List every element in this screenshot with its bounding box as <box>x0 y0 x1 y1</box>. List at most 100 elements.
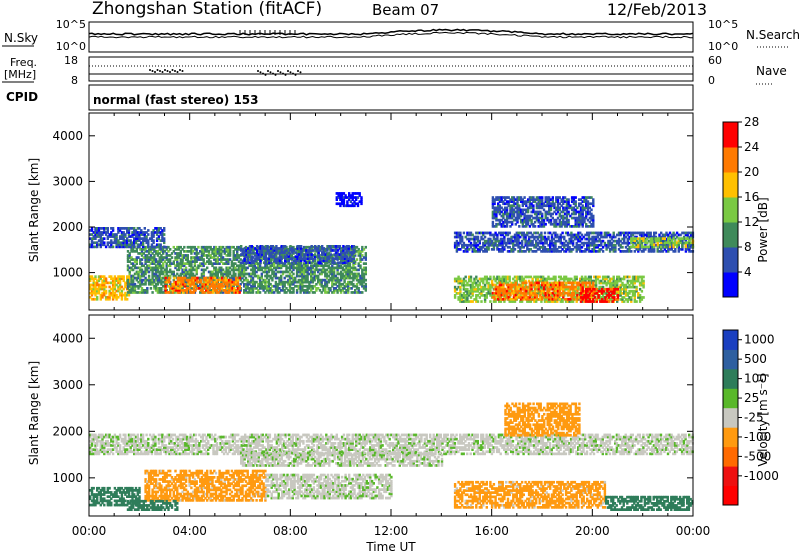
power-cell <box>579 298 583 301</box>
power-cell <box>551 283 554 287</box>
power-cell <box>295 262 299 265</box>
power-cell <box>178 280 181 284</box>
power-cell <box>167 260 170 263</box>
power-cell <box>515 235 518 239</box>
power-cell <box>117 289 120 293</box>
power-cell <box>526 287 529 291</box>
power-cell <box>265 264 269 268</box>
power-cell <box>117 231 120 234</box>
power-cell <box>258 276 262 280</box>
power-cell <box>556 300 559 303</box>
power-cell <box>134 229 138 232</box>
power-cell <box>304 245 308 249</box>
power-cell <box>181 268 184 272</box>
power-cell <box>185 278 188 282</box>
power-cell <box>153 284 156 288</box>
power-cell <box>168 276 171 280</box>
power-cell <box>213 268 216 272</box>
power-cell <box>221 272 225 276</box>
power-cell <box>154 264 158 268</box>
power-cell <box>494 241 497 245</box>
power-cell <box>301 287 304 290</box>
power-cell <box>89 233 92 236</box>
power-cell <box>158 252 161 255</box>
power-cell <box>510 237 513 241</box>
nsky-noise-line <box>88 28 694 36</box>
power-cell <box>206 280 210 284</box>
power-cell <box>106 229 109 232</box>
power-cell <box>516 291 519 295</box>
nsky-tick-top: 10^5 <box>56 18 86 31</box>
power-cell <box>147 258 151 261</box>
power-cell <box>148 237 152 240</box>
power-cell <box>267 291 271 294</box>
power-cell <box>126 282 130 286</box>
power-cell <box>334 280 337 284</box>
power-cell <box>128 284 131 288</box>
cpid-panel: CPID normal (fast stereo) 153 <box>6 84 694 111</box>
power-cell <box>637 292 640 295</box>
power-cell <box>147 233 150 236</box>
power-cell <box>239 264 242 268</box>
power-cell <box>623 287 626 291</box>
power-cell <box>136 227 139 230</box>
power-cell <box>143 237 146 240</box>
power-cell <box>549 277 552 281</box>
power-cell <box>489 233 492 237</box>
power-cell <box>299 287 302 290</box>
power-cell <box>301 264 304 268</box>
power-cell <box>227 258 230 261</box>
power-cell <box>250 284 253 288</box>
power-cell <box>354 284 357 288</box>
power-cell <box>461 237 464 241</box>
power-cell <box>302 284 306 288</box>
power-cell <box>141 245 145 249</box>
power-cell <box>455 241 459 245</box>
power-cell <box>324 259 327 263</box>
power-cell <box>638 287 642 291</box>
power-cell <box>265 280 269 284</box>
power-cell <box>490 241 494 245</box>
power-cell <box>608 283 612 287</box>
power-cell <box>483 294 487 297</box>
power-cell <box>149 256 153 259</box>
power-cell <box>139 270 142 274</box>
power-cell <box>352 261 356 265</box>
power-cell <box>104 289 108 293</box>
power-cell <box>462 241 466 245</box>
power-cell <box>188 262 191 265</box>
power-cell <box>89 275 92 278</box>
power-cell <box>313 250 316 253</box>
power-cell <box>332 270 336 274</box>
power-cell <box>619 277 622 281</box>
power-cell <box>607 292 611 295</box>
power-cell <box>359 280 362 284</box>
power-cell <box>126 280 130 284</box>
power-cell <box>612 285 615 289</box>
power-cell <box>637 296 640 299</box>
power-cell <box>475 289 478 293</box>
power-cell <box>608 277 612 281</box>
power-cell <box>525 295 528 299</box>
power-cell <box>345 247 349 250</box>
power-cell <box>247 255 250 258</box>
power-cell <box>521 291 524 295</box>
power-cell <box>297 280 300 284</box>
power-cell <box>193 248 197 251</box>
power-cell <box>348 248 352 251</box>
power-cell <box>468 275 471 279</box>
power-cell <box>345 251 349 254</box>
power-cell <box>190 287 193 290</box>
power-cell <box>287 289 290 292</box>
power-cell <box>94 291 97 295</box>
power-cell <box>631 285 635 289</box>
power-cell <box>592 281 595 285</box>
nsearch-tick-top: 10^5 <box>708 18 738 31</box>
power-cell <box>229 289 233 292</box>
power-cell <box>347 268 350 272</box>
power-cell <box>549 285 552 289</box>
power-cell <box>352 268 355 272</box>
power-cell <box>200 252 204 255</box>
power-cell <box>94 227 97 230</box>
power-cell <box>203 284 206 288</box>
